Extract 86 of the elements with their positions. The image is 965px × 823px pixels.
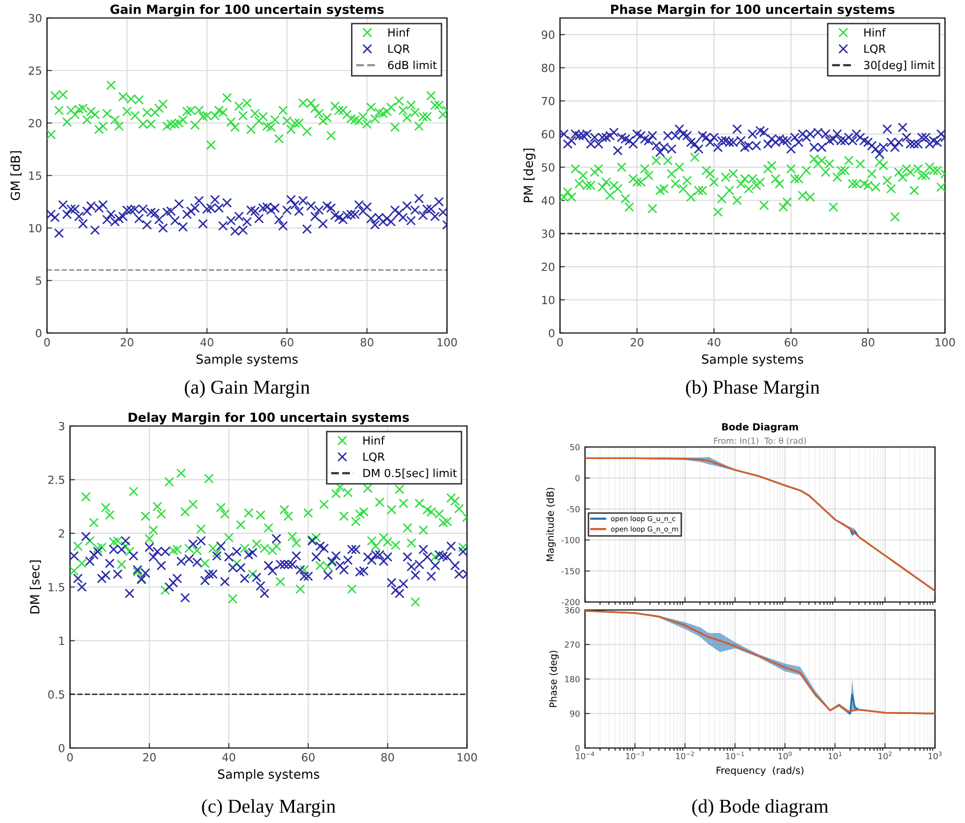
x-tick-label: 60 bbox=[280, 338, 294, 346]
y-tick-label: 0 bbox=[36, 328, 42, 338]
chart-title: Bode Diagram bbox=[722, 422, 798, 432]
legend-label: Hinf bbox=[388, 28, 410, 36]
x-tick-label: 0 bbox=[67, 753, 73, 762]
x-tick-label: 10$^{−2}$ bbox=[676, 752, 694, 760]
x-tick-label: 10$^{−4}$ bbox=[576, 752, 594, 760]
x-tick-label: 40 bbox=[200, 338, 214, 346]
y-axis-title: PM [deg] bbox=[523, 148, 536, 202]
y-tick-label: 80 bbox=[542, 64, 554, 72]
legend-label: 30[deg] limit bbox=[864, 60, 935, 72]
y-tick-label: -150 bbox=[562, 568, 580, 574]
legend-label: LQR bbox=[388, 44, 410, 54]
y-tick-label: 70 bbox=[542, 96, 554, 106]
x-tick-label: 80 bbox=[360, 338, 374, 346]
y-tick-label: 25 bbox=[28, 66, 42, 75]
y-tick-label: 10 bbox=[29, 224, 42, 232]
text: (d) Bode diagram bbox=[692, 799, 828, 817]
chart-subtitle: From: In(1) To: θ (rad) bbox=[714, 437, 806, 445]
x-tick-label: 60 bbox=[784, 338, 798, 346]
y-tick-label: 1.5 bbox=[48, 583, 64, 592]
chart-title: Delay Margin for 100 uncertain systems bbox=[128, 412, 409, 425]
y-axis-title: DM [sec] bbox=[30, 560, 41, 614]
legend-label: Hinf bbox=[363, 436, 385, 444]
y-tick-label: 90 bbox=[542, 30, 554, 39]
y-tick-label: 50 bbox=[542, 163, 554, 172]
legend-label: 6dB limit bbox=[388, 60, 437, 70]
x-tick-label: 10$^{2}$ bbox=[878, 752, 892, 760]
y-tick-label: 0 bbox=[575, 744, 580, 752]
legend-label: DM 0.5[sec] limit bbox=[363, 468, 457, 479]
x-tick-label: 20 bbox=[120, 338, 134, 346]
x-axis-title: Sample systems bbox=[702, 354, 804, 366]
x-tick-label: 10$^{1}$ bbox=[828, 752, 842, 760]
y-tick-label: 3 bbox=[58, 422, 64, 430]
chart-title: Phase Margin for 100 uncertain systems bbox=[611, 4, 894, 17]
x-axis-title: Sample systems bbox=[196, 354, 298, 366]
x-tick-label: 10$^{3}$ bbox=[928, 752, 942, 760]
y-axis-title: Magnitude (dB) bbox=[546, 488, 556, 562]
y-tick-label: 20 bbox=[542, 262, 554, 272]
y-tick-label: 30 bbox=[28, 14, 42, 22]
y-tick-label: 2 bbox=[58, 529, 64, 538]
x-tick-label: 80 bbox=[381, 753, 394, 762]
x-tick-label: 20 bbox=[143, 753, 156, 762]
x-tick-label: 40 bbox=[222, 753, 236, 762]
y-tick-label: -200 bbox=[562, 598, 580, 606]
y-tick-label: 20 bbox=[28, 118, 42, 128]
y-tick-label: 40 bbox=[542, 196, 554, 205]
y-tick-label: 0 bbox=[548, 328, 554, 338]
y-tick-label: 10 bbox=[542, 296, 554, 304]
y-tick-label: 270 bbox=[564, 641, 580, 648]
x-tick-label: 10$^{0}$ bbox=[778, 752, 792, 760]
x-tick-label: 100 bbox=[458, 753, 477, 762]
text: (b) Phase Margin bbox=[686, 380, 820, 398]
y-tick-label: 60 bbox=[542, 130, 554, 138]
y-tick-label: 180 bbox=[565, 676, 580, 682]
y-tick-label: -100 bbox=[562, 536, 580, 544]
x-tick-label: 20 bbox=[630, 338, 644, 346]
x-tick-label: 100 bbox=[936, 338, 955, 346]
text: (c) Delay Margin bbox=[202, 799, 336, 817]
x-tick-label: 80 bbox=[862, 338, 874, 346]
x-axis-title: Frequency (rad/s) bbox=[716, 766, 804, 776]
x-tick-label: 100 bbox=[438, 338, 457, 346]
legend-label: LQR bbox=[363, 452, 385, 462]
y-tick-label: 15 bbox=[29, 172, 42, 180]
y-tick-label: 5 bbox=[36, 276, 42, 285]
legend-label: LQR bbox=[864, 44, 886, 54]
y-tick-label: -50 bbox=[566, 506, 580, 512]
y-axis-title: GM [dB] bbox=[10, 151, 22, 200]
x-tick-label: 10$^{−3}$ bbox=[626, 752, 644, 760]
chart-title: Gain Margin for 100 uncertain systems bbox=[110, 4, 384, 17]
y-tick-label: 1 bbox=[59, 636, 64, 645]
y-tick-label: 360 bbox=[564, 606, 580, 614]
y-tick-label: 2.5 bbox=[48, 476, 64, 484]
y-tick-label: 0.5 bbox=[48, 690, 64, 699]
y-tick-label: 30 bbox=[542, 230, 554, 238]
y-tick-label: 0 bbox=[575, 474, 580, 482]
legend-label: Hinf bbox=[864, 28, 886, 36]
x-axis-title: Sample systems bbox=[218, 769, 320, 782]
y-tick-label: 0 bbox=[58, 744, 64, 752]
y-tick-label: 50 bbox=[570, 444, 580, 450]
y-tick-label: 90 bbox=[570, 710, 580, 717]
y-axis-title: Phase (deg) bbox=[549, 650, 559, 708]
x-tick-label: 40 bbox=[707, 338, 720, 346]
x-tick-label: 10$^{−1}$ bbox=[726, 752, 744, 760]
text: (a) Gain Margin bbox=[184, 380, 310, 398]
x-tick-label: 60 bbox=[302, 753, 315, 762]
